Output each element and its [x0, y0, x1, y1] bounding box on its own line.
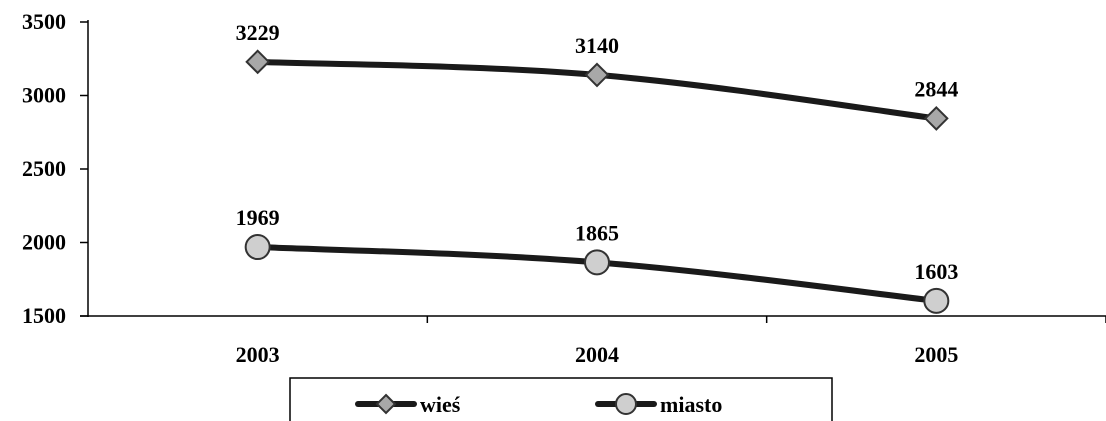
data-label: 2844: [914, 76, 958, 101]
legend-item-0: wieś: [355, 392, 461, 417]
legend: wieś miasto: [289, 377, 833, 421]
y-tick-label: 1500: [22, 303, 66, 328]
series-layer: 3229 3140 2844 1969 1865 1603: [236, 20, 958, 314]
data-label: 3140: [575, 33, 619, 58]
x-tick-label: 2003: [236, 342, 280, 367]
y-tick-label: 2000: [22, 230, 66, 255]
diamond-marker-icon: [375, 393, 397, 415]
y-tick-label: 3500: [22, 9, 66, 34]
x-tick-label: 2005: [914, 342, 958, 367]
data-point: [923, 287, 950, 314]
data-point: [584, 249, 610, 276]
legend-label: wieś: [420, 392, 461, 417]
y-tick-label: 3000: [22, 83, 66, 108]
data-point: [245, 49, 271, 75]
data-label: 1603: [914, 259, 958, 284]
series-1: 1969 1865 1603: [236, 205, 958, 314]
series-0: 3229 3140 2844: [236, 20, 958, 131]
x-axis-ticks: 2003 2004 2005: [236, 316, 1106, 367]
data-label: 3229: [236, 20, 280, 45]
x-tick-label: 2004: [575, 342, 619, 367]
data-point: [584, 62, 610, 88]
legend-box: [289, 377, 833, 421]
data-point: [244, 234, 271, 261]
data-point: [923, 106, 949, 131]
data-label: 1865: [575, 220, 619, 245]
legend-label: miasto: [660, 392, 722, 417]
legend-item-1: miasto: [595, 392, 722, 417]
y-axis-ticks: 1500 2000 2500 3000 3500: [22, 9, 88, 328]
circle-marker-icon: [615, 393, 637, 415]
y-tick-label: 2500: [22, 156, 66, 181]
data-label: 1969: [236, 205, 280, 230]
